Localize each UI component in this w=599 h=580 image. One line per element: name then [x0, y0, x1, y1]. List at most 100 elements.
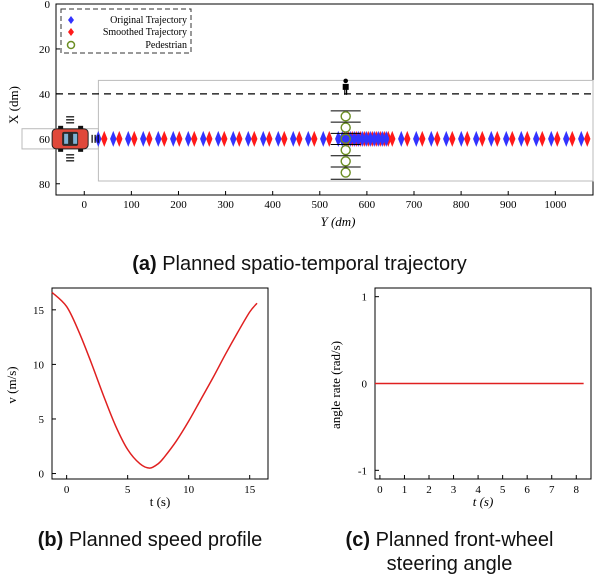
smoothed-marker: [434, 130, 441, 147]
x-tick-label: 100: [123, 199, 140, 211]
x-tick-label: 0: [64, 484, 70, 496]
car-window: [73, 133, 78, 144]
x-axis-label-a: Y (dm): [320, 214, 355, 229]
smoothed-marker: [296, 130, 303, 147]
steering-chart: 0 1 2 3 4 5 6 7 8 1 0 -1 t (s) angle rate (rad/s): [328, 287, 592, 509]
x-tick-label: 7: [549, 484, 555, 496]
original-marker: [458, 130, 465, 147]
original-marker: [371, 130, 378, 147]
x-tick-label: 700: [406, 199, 423, 211]
y-tick-label: -1: [358, 465, 367, 477]
smoothed-marker: [449, 130, 456, 147]
smoothed-marker: [539, 130, 546, 147]
pedestrian-marker: [340, 156, 351, 167]
y-tick-label: 20: [39, 44, 51, 56]
x-axis-label-b: t (s): [150, 494, 171, 509]
original-marker: [260, 130, 267, 147]
smoothed-marker: [509, 130, 516, 147]
x-tick-label: 500: [312, 199, 329, 211]
x-tick-label: 1000: [544, 199, 567, 211]
legend-pedestrian-label: Pedestrian: [145, 40, 187, 51]
x-tick-label: 4: [475, 484, 481, 496]
smoothed-marker: [419, 130, 426, 147]
y-tick-label: 0: [39, 469, 45, 481]
smoothed-marker: [404, 130, 411, 147]
original-marker: [355, 130, 362, 147]
x-axis-a: 0 100 200 300 400 500 600 700 800 900 1000: [82, 191, 567, 211]
original-marker: [375, 130, 382, 147]
car-wheel: [78, 125, 84, 129]
x-tick-label: 3: [451, 484, 457, 496]
legend-box: [60, 8, 192, 54]
x-tick-label: 200: [170, 199, 187, 211]
y-tick-label: 1: [362, 292, 368, 304]
x-tick-label: 2: [426, 484, 432, 496]
original-marker: [383, 130, 390, 147]
smoothed-marker: [161, 130, 168, 147]
x-axis-label-c: t (s): [473, 494, 494, 509]
smoothed-marker: [554, 130, 561, 147]
y-tick-label: 5: [39, 414, 45, 426]
smoothed-marker: [191, 130, 198, 147]
x-tick-label: 8: [574, 484, 580, 496]
x-tick-label: 300: [217, 199, 234, 211]
pedestrian-body: [342, 83, 349, 95]
original-marker: [140, 130, 147, 147]
x-tick-label: 1: [402, 484, 408, 496]
original-marker: [413, 130, 420, 147]
original-marker: [155, 130, 162, 147]
x-tick-label: 0: [82, 199, 88, 211]
original-marker: [428, 130, 435, 147]
y-axis-label-c: angle rate (rad/s): [328, 341, 343, 429]
pedestrian-marker: [340, 111, 351, 122]
original-marker: [275, 130, 282, 147]
pedestrian-marker: [340, 133, 351, 145]
legend-original-marker: [68, 16, 74, 24]
caption-c-line2: steering angle: [386, 553, 513, 575]
x-tick-label: 800: [453, 199, 470, 211]
smoothed-marker: [494, 130, 501, 147]
smoothed-marker: [266, 130, 273, 147]
smoothed-marker: [131, 130, 138, 147]
original-marker: [215, 130, 222, 147]
x-tick-label: 900: [500, 199, 517, 211]
legend-smoothed-marker: [68, 28, 74, 36]
smoothed-marker: [281, 130, 288, 147]
caption-a-text: Planned spatio-temporal trajectory: [162, 253, 467, 275]
original-marker: [548, 130, 555, 147]
original-marker: [359, 130, 366, 147]
caption-b-tag: (b): [37, 529, 64, 551]
car-wheel: [78, 148, 84, 152]
original-marker: [335, 130, 342, 147]
original-marker: [200, 130, 207, 147]
pedestrian-marker: [340, 167, 351, 178]
original-marker: [398, 130, 405, 147]
x-tick-label: 6: [524, 484, 530, 496]
y-tick-label: 0: [362, 379, 368, 391]
x-tick-label: 0: [377, 484, 383, 496]
smoothed-marker: [251, 130, 258, 147]
smoothed-marker: [464, 130, 471, 147]
y-tick-label: 0: [45, 0, 51, 11]
original-marker: [473, 130, 480, 147]
smoothed-marker: [479, 130, 486, 147]
car-wheel: [58, 125, 64, 129]
pedestrian-marker: [340, 122, 351, 133]
y-tick-label: 40: [39, 89, 51, 101]
original-marker: [170, 130, 177, 147]
car-wheel: [58, 148, 64, 152]
pedestrian-group: [330, 78, 361, 180]
y-axis-a: 0 20 40 60 80: [39, 0, 60, 191]
caption-a: (a) Planned spatio-temporal trajectory: [0, 252, 599, 276]
original-marker: [230, 130, 237, 147]
original-marker: [305, 130, 312, 147]
smoothed-marker: [176, 130, 183, 147]
plot-frame-b: [51, 287, 269, 480]
original-marker: [518, 130, 525, 147]
smoothed-marker: [326, 130, 333, 147]
legend-smoothed-label: Smoothed Trajectory: [103, 27, 187, 38]
y-tick-label: 10: [33, 359, 45, 371]
smoothed-marker: [584, 130, 591, 147]
y-tick-label: 60: [39, 134, 51, 146]
y-axis-label-b: v (m/s): [4, 366, 19, 403]
